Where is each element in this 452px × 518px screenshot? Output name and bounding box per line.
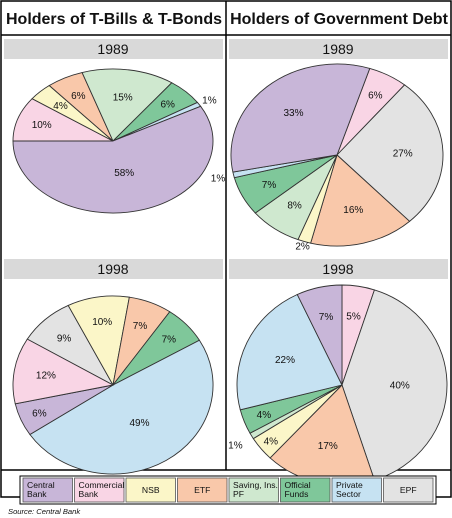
pie-label-2-nsb: 10% [92,317,112,328]
legend-label-commercial_bank: Commercial Bank [79,480,125,499]
right-column-title: Holders of Government Debt [230,11,448,28]
year-band-left-1998 [4,259,223,279]
legend-swatch-etf [177,477,228,503]
legend-swatch-central_bank [22,477,73,503]
legend: Central Bank Commercial Bank NSB ETF Saving, I… [19,475,437,505]
pie-label-3-commercial_bank: 5% [346,311,361,322]
pie-label-1-commercial_bank: 6% [368,91,383,102]
pie-label-3-saving_ins_pf: 1% [228,441,243,452]
left-column-title: Holders of T-Bills & T-Bonds [6,11,222,28]
legend-swatch-private_sector [331,477,382,503]
year-band-right-1989 [229,39,448,59]
pie-label-3-nsb: 4% [264,437,279,448]
legend-swatch-official_funds [280,477,331,503]
pie-slice-3-epf [341,289,448,481]
year-band-left-1989 [4,39,223,59]
legend-label-central_bank: Central Bank [27,480,55,499]
pie-label-1-etf: 16% [343,205,363,216]
pie-title-left-1998: 1998 [97,261,128,277]
pie-label-2-commercial_bank: 12% [36,371,56,382]
pie-label-3-central_bank: 7% [319,312,334,323]
pie-label-2-etf: 7% [133,321,148,332]
source-note: Source: Central Bank [8,507,81,516]
pie-label-0-private_sector: 1% [202,96,217,107]
pie-slice-3-central_bank [296,284,343,386]
pie-label-1-nsb: 2% [295,241,310,252]
pie-label-0-official_funds: 6% [160,100,175,111]
pie-slice-1-etf [310,154,411,247]
pie-label-1-official_funds: 7% [262,180,277,191]
pie-charts: 10%4%6% 15%6% 1%58%6%27%16%2%8%7%1%33%9%10… [12,63,448,486]
pie-label-1-saving_ins_pf: 8% [287,201,302,212]
legend-label-private_sector: Private Sector [336,480,363,499]
legend-label-official_funds: Official Funds [285,480,311,499]
pie-label-1-epf: 27% [393,149,413,160]
pie-slice-2-private_sector [29,339,214,475]
legend-label-saving_ins_pf: Saving, Ins. PF [233,480,278,499]
legend-swatch-epf [383,477,434,503]
pie-label-3-epf: 40% [390,381,410,392]
pie-label-3-private_sector: 22% [275,355,295,366]
pie-label-0-saving_ins_pf: 15% [113,92,133,103]
pie-slice-1-epf [336,84,444,222]
pie-label-0-nsb: 4% [53,101,68,112]
legend-label-etf: ETF [194,485,210,495]
pie-label-2-epf: 9% [57,334,72,345]
pie-label-0-commercial_bank: 10% [32,120,52,131]
legend-swatch-nsb [125,477,176,503]
legend-label-nsb: NSB [142,485,160,495]
legend-label-epf: EPF [400,485,417,495]
pie-label-3-official_funds: 4% [257,410,272,421]
pie-title-right-1998: 1998 [322,261,353,277]
year-band-right-1998 [229,259,448,279]
pie-slice-0-central_bank [12,105,214,214]
pie-slice-2-commercial_bank [12,338,115,405]
pie-label-1-central_bank: 33% [283,108,303,119]
pie-label-2-central_bank: 6% [32,408,47,419]
legend-swatch-saving_ins_pf [228,477,279,503]
pie-label-3-etf: 17% [318,441,338,452]
legend-swatch-commercial_bank [74,477,125,503]
pie-slice-0-saving_ins_pf [81,68,173,142]
pie-title-right-1989: 1989 [322,41,353,57]
pie-label-1-private_sector: 1% [211,173,226,184]
pie-slice-1-central_bank [230,63,371,173]
pie-title-left-1989: 1989 [97,41,128,57]
pie-slice-3-private_sector [236,293,343,411]
pie-label-2-private_sector: 49% [129,418,149,429]
pie-label-0-central_bank: 58% [114,168,134,179]
pie-label-0-etf: 6% [71,91,86,102]
pie-label-2-official_funds: 7% [162,335,177,346]
